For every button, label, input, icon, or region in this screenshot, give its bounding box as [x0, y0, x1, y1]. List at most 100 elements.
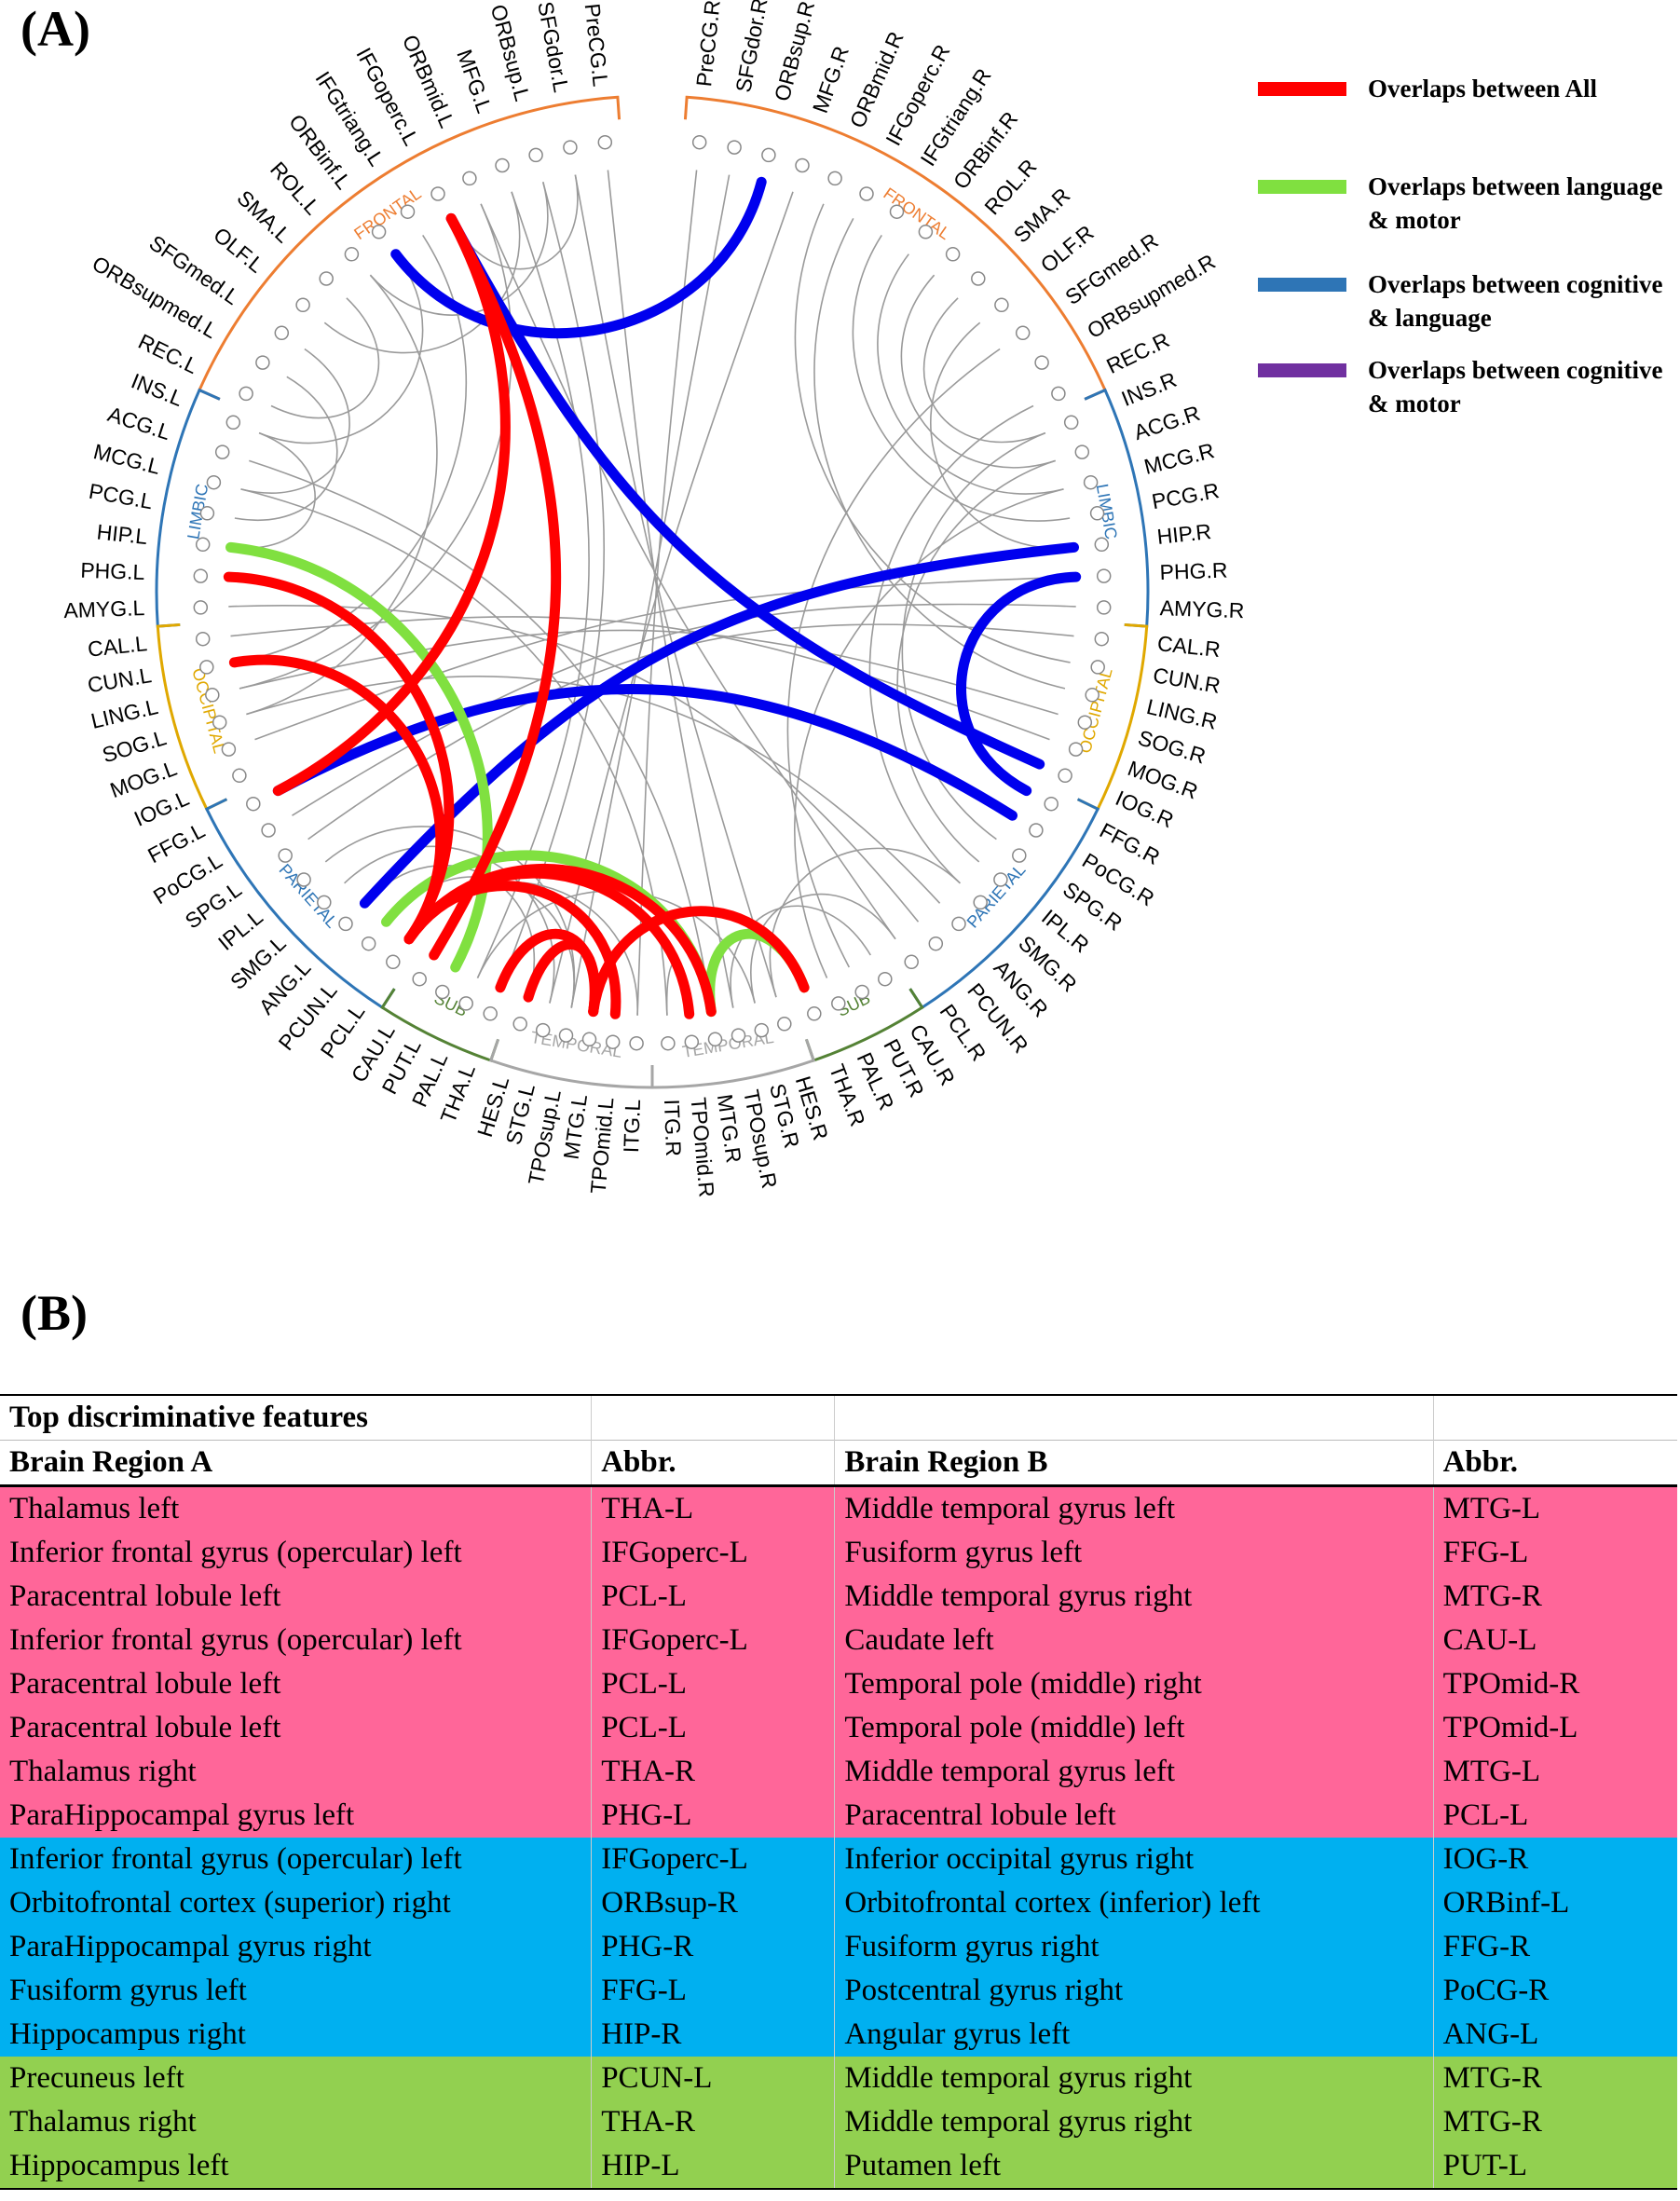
- column-header: Abbr.: [1433, 1440, 1677, 1487]
- region-node: [214, 444, 230, 459]
- region-label: INS.R: [1118, 367, 1181, 411]
- region-label: PHG.L: [80, 558, 145, 584]
- table-row: Hippocampus right HIP-R Angular gyrus left…: [0, 2013, 1677, 2057]
- region-node: [483, 1006, 498, 1021]
- thin-connection: [480, 203, 896, 940]
- thin-connection: [549, 191, 794, 1004]
- thin-connection: [239, 203, 512, 690]
- table-title-blank: [834, 1394, 1434, 1441]
- lobe-arc: [1076, 622, 1149, 812]
- table-cell: PHG-R: [591, 1925, 836, 1969]
- table-title: Top discriminative features: [0, 1394, 593, 1441]
- region-node: [1051, 386, 1066, 402]
- region-label: PCG.L: [87, 479, 155, 514]
- table-cell: HIP-R: [591, 2013, 836, 2057]
- legend-label-cog-lang: Overlaps between cognitive & language: [1368, 270, 1663, 332]
- connection-all: [228, 654, 446, 945]
- region-node: [232, 768, 247, 784]
- region-node: [338, 916, 353, 932]
- table-cell: Middle temporal gyrus left: [834, 1485, 1434, 1531]
- region-node: [199, 506, 215, 521]
- region-label: INS.L: [128, 368, 186, 411]
- region-node: [261, 823, 276, 838]
- table-cell: MTG-L: [1442, 1755, 1541, 1788]
- region-label: ITG.R: [660, 1099, 686, 1156]
- thin-connections: [228, 170, 1076, 1016]
- table-row: Inferior frontal gyrus (opercular) left I…: [0, 1838, 1677, 1881]
- region-node: [512, 1017, 527, 1032]
- region-node: [1094, 537, 1110, 553]
- region-node: [274, 325, 290, 341]
- thin-connection: [230, 431, 316, 550]
- legend-swatch-cog-motor: [1258, 363, 1346, 377]
- region-node: [731, 1028, 746, 1043]
- table-cell: PHG-L: [591, 1794, 836, 1838]
- table-row: Hippocampus left HIP-L Putamen left PUT-L: [0, 2144, 1677, 2190]
- table-cell: PCUN-L: [591, 2057, 836, 2100]
- region-node: [1012, 848, 1027, 863]
- region-node: [854, 984, 869, 1000]
- table-cell: Fusiform gyrus left: [0, 1969, 593, 2013]
- table-cell: Middle temporal gyrus left: [834, 1750, 1434, 1794]
- region-node: [193, 600, 209, 615]
- region-label: ACG.R: [1131, 401, 1203, 444]
- table-cell: TPOmid-L: [1442, 1711, 1578, 1744]
- region-label: TPOmid.L: [586, 1096, 619, 1195]
- lobe-arc: [488, 1038, 654, 1089]
- thin-connection: [868, 404, 1034, 884]
- region-node: [1096, 600, 1112, 615]
- region-label: OLF.L: [209, 223, 268, 278]
- region-label: CUN.R: [1152, 663, 1222, 698]
- connection-all: [429, 212, 562, 961]
- table-cell: Middle temporal gyrus right: [834, 2100, 1434, 2144]
- region-node: [563, 140, 578, 155]
- lobe-label: OCCIPITAL: [188, 666, 229, 756]
- table-cell: ORBinf-L: [1442, 1886, 1570, 1920]
- table-cell: PCL-L: [591, 1662, 836, 1706]
- table-cell: Paracentral lobule left: [0, 1706, 593, 1750]
- region-node: [973, 895, 988, 910]
- region-node: [827, 171, 842, 186]
- region-node: [412, 971, 427, 987]
- thin-connection: [234, 234, 467, 663]
- region-label: CUN.L: [86, 663, 154, 697]
- region-label: SFGdor.L: [533, 0, 574, 94]
- table-cell: Thalamus right: [0, 2100, 593, 2144]
- table-title-row: Top discriminative features: [0, 1394, 1677, 1441]
- table-cell: PoCG-R: [1442, 1974, 1550, 2007]
- region-node: [435, 984, 450, 1000]
- table-cell: Orbitofrontal cortex (superior) right: [0, 1881, 593, 1925]
- region-node: [1083, 474, 1099, 490]
- region-labels: PreCG.LSFGdor.LORBsup.LMFG.LORBmid.LIFGo…: [63, 0, 1245, 1198]
- table-cell: MTG-R: [1442, 1579, 1542, 1613]
- table-cell: Postcentral gyrus right: [834, 1969, 1434, 2013]
- region-label: PreCG.L: [580, 2, 613, 88]
- region-nodes: [193, 134, 1112, 1051]
- table-row: Thalamus right THA-R Middle temporal gyrus…: [0, 1750, 1677, 1794]
- region-node: [859, 186, 874, 201]
- region-node: [993, 872, 1008, 887]
- table-cell: Paracentral lobule left: [0, 1662, 593, 1706]
- region-node: [795, 157, 810, 173]
- table-row: Thalamus right THA-R Middle temporal gyrus…: [0, 2100, 1677, 2144]
- thin-connection: [852, 234, 1071, 522]
- table-cell: Precuneus left: [0, 2057, 593, 2100]
- region-label: ACG.L: [105, 402, 174, 444]
- legend-label-cog-motor: Overlaps between cognitive & motor: [1368, 356, 1663, 417]
- lobe-arc: [155, 388, 221, 628]
- region-node: [994, 297, 1009, 313]
- region-node: [462, 171, 477, 186]
- region-node: [278, 848, 293, 863]
- table-row: Inferior frontal gyrus (opercular) left I…: [0, 1619, 1677, 1662]
- connection-all: [588, 906, 810, 1018]
- table-cell: HIP-L: [591, 2144, 836, 2190]
- lobe-arc: [198, 95, 621, 401]
- region-label: MTG.L: [559, 1092, 593, 1160]
- table-cell: Inferior frontal gyrus (opercular) left: [0, 1619, 593, 1662]
- connection-cog-lang: [359, 541, 1079, 909]
- column-header: Brain Region A: [0, 1440, 593, 1487]
- region-node: [1074, 444, 1090, 459]
- thin-connection: [240, 348, 350, 494]
- table-row: Paracentral lobule left PCL-L Temporal pol…: [0, 1662, 1677, 1706]
- region-node: [225, 415, 241, 431]
